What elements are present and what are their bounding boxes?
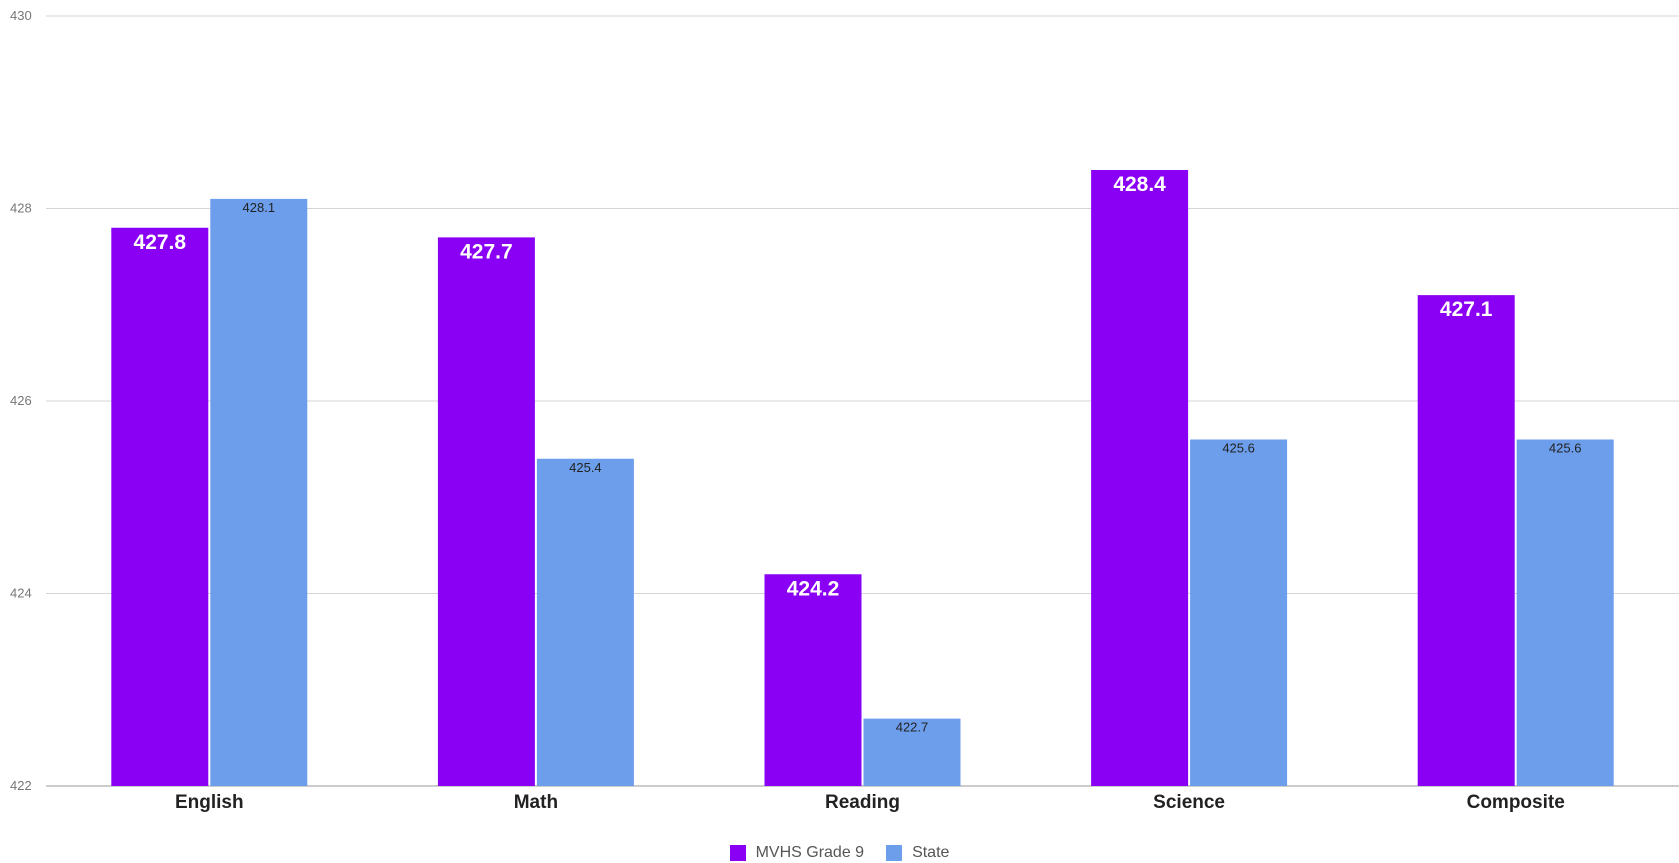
legend-label-series-1: MVHS Grade 9 (755, 844, 865, 861)
y-tick-label: 430 (10, 8, 32, 23)
legend-item-series-1[interactable]: MVHS Grade 9 (729, 844, 865, 862)
legend-swatch-series-1 (729, 845, 746, 861)
category-label: Math (514, 792, 558, 813)
data-label: 427.7 (460, 240, 513, 263)
bars (111, 170, 1614, 787)
bar[interactable] (1091, 170, 1189, 786)
data-label: 428.4 (1113, 173, 1166, 196)
bar[interactable] (437, 237, 535, 786)
bar[interactable] (536, 458, 634, 786)
category-label: Composite (1467, 792, 1565, 813)
data-label: 422.7 (896, 720, 929, 735)
category-label: Reading (825, 792, 900, 813)
data-label: 428.1 (243, 200, 276, 215)
x-axis-category-labels: English Math Reading Science Composite (175, 792, 1565, 813)
legend-label-series-2: State (912, 844, 950, 861)
legend: MVHS Grade 9 State (0, 844, 1679, 862)
y-tick-label: 424 (10, 586, 32, 601)
data-label: 425.4 (569, 460, 602, 475)
bar[interactable] (210, 198, 308, 786)
bar[interactable] (1516, 439, 1614, 787)
category-label: Science (1153, 792, 1225, 813)
data-label: 425.6 (1222, 441, 1255, 456)
value-labels: 427.8 428.1 427.7 425.4 424.2 422.7 428.4 425.6… (134, 173, 1582, 735)
y-tick-label: 426 (10, 393, 32, 408)
gridlines (46, 15, 1679, 787)
data-label: 425.6 (1549, 441, 1582, 456)
legend-item-series-2[interactable]: State (886, 844, 949, 862)
legend-swatch-series-2 (886, 845, 903, 861)
bar[interactable] (1190, 439, 1288, 787)
bar[interactable] (863, 718, 961, 786)
data-label: 427.8 (134, 231, 187, 254)
data-label: 424.2 (787, 577, 840, 600)
data-label: 427.1 (1440, 298, 1493, 321)
bar[interactable] (764, 574, 862, 786)
y-tick-label: 428 (10, 201, 32, 216)
y-tick-label: 422 (10, 778, 32, 793)
bar[interactable] (111, 227, 209, 786)
category-label: English (175, 792, 244, 813)
y-axis-tick-labels: 422 424 426 428 430 (10, 8, 32, 793)
bar[interactable] (1417, 295, 1515, 786)
